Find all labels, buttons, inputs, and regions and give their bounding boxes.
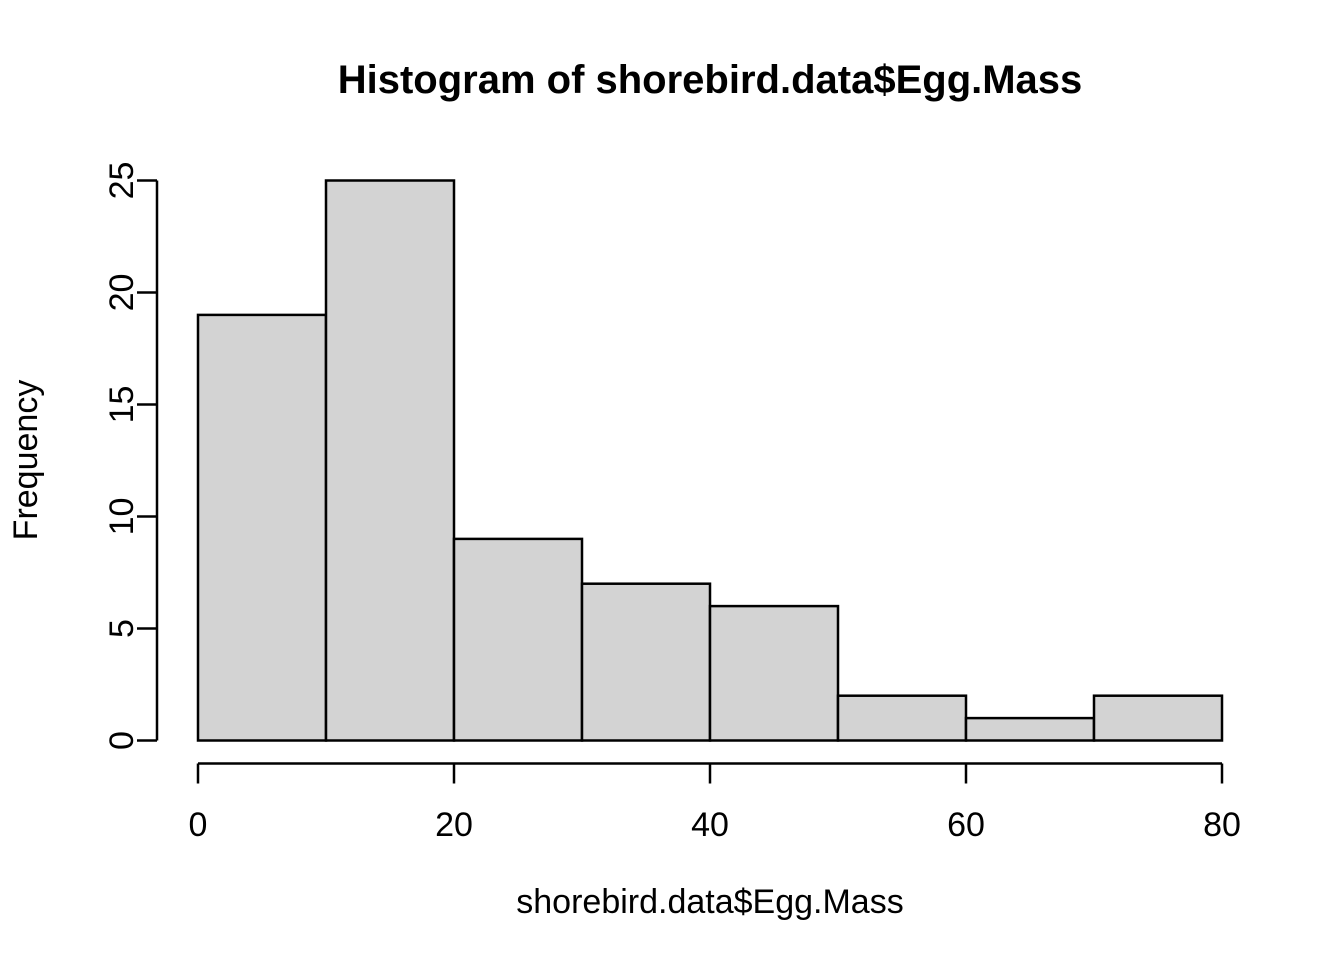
x-tick-label: 40 — [691, 806, 729, 844]
histogram-bar-70-80 — [1092, 694, 1224, 742]
x-tick-label: 80 — [1203, 806, 1241, 844]
histogram-bar-20-30 — [452, 537, 584, 742]
y-tick-label: 15 — [103, 386, 141, 424]
histogram-bar-0-10 — [196, 313, 328, 742]
y-tick-label: 20 — [103, 274, 141, 312]
bars-group — [196, 179, 1224, 742]
x-axis-label: shorebird.data$Egg.Mass — [516, 883, 903, 921]
y-axis-label: Frequency — [7, 380, 45, 541]
x-tick-label: 0 — [189, 806, 208, 844]
chart-title: Histogram of shorebird.data$Egg.Mass — [338, 58, 1083, 102]
histogram-bar-10-20 — [324, 179, 456, 742]
y-tick-label: 10 — [103, 498, 141, 536]
y-tick-label: 25 — [103, 162, 141, 200]
histogram-bar-60-70 — [964, 716, 1096, 742]
x-tick-label: 60 — [947, 806, 985, 844]
histogram-bar-40-50 — [708, 604, 840, 742]
histogram-bar-50-60 — [836, 694, 968, 742]
y-tick-label: 5 — [103, 619, 141, 638]
histogram-bar-30-40 — [580, 582, 712, 742]
y-tick-label: 0 — [103, 731, 141, 750]
x-axis: 0 20 40 60 80 — [189, 762, 1241, 844]
x-tick-label: 20 — [435, 806, 473, 844]
y-axis: 0 5 10 15 20 25 — [103, 162, 159, 750]
